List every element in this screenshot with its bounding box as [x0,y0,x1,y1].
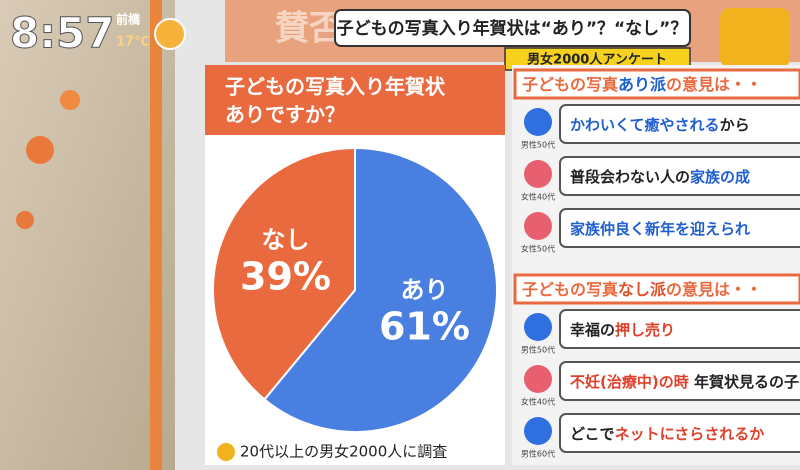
speaker-label: 女性40代 [521,192,555,202]
text-segment: 不妊(治療中)の時 [570,373,689,391]
text-segment: かわいくて癒やされる [570,116,720,134]
pie-slice [212,146,356,401]
text-segment: 家族仲良く新年を迎えられ [570,220,750,238]
headline-box [334,9,691,47]
pole [150,0,162,470]
headline: 子どもの写真入り年賀状は“あり”？“なし”？ [337,18,688,39]
avatar [524,212,552,240]
speaker-label: 女性50代 [521,244,555,254]
opinion-bubble [559,104,800,144]
text-segment: あり派 [618,75,667,94]
flower [16,211,34,229]
rich-text: 子どもの写真あり派の意見は・・ [522,75,762,94]
text-segment: 家族の成 [690,168,750,186]
logo-icon [217,443,235,461]
city: 前橋 [116,12,141,27]
studio-background [0,0,175,470]
slice-value-label: 39% [240,254,331,298]
text-segment: の意見は・・ [666,280,762,299]
pie-title: ありですか？ [225,103,345,127]
avatar [524,108,552,136]
section-header [513,273,800,305]
subheadline: 男女2000人アンケート [527,52,667,68]
section-header [513,68,800,100]
show-logo [720,8,790,68]
avatar [524,417,552,445]
text-segment: どこで [570,425,615,443]
text-segment: なし派 [618,280,667,299]
text-segment: から [720,116,750,134]
flower [26,136,54,164]
flower [60,90,80,110]
rich-text: 子どもの写真なし派の意見は・・ [522,280,762,299]
text-segment: 押し売り [615,321,675,339]
rich-text: 家族仲良く新年を迎えられ [570,220,750,238]
speaker-label: 男性50代 [521,140,555,150]
avatar [524,365,552,393]
text-segment: ネットにさらされるか [615,425,765,443]
rich-text: 普段会わない人の家族の成 [570,168,750,186]
rich-text: 不妊(治療中)の時 年賀状見るの子の [570,373,800,391]
weather-icon [154,18,186,50]
slice-value-label: 61% [379,305,470,349]
opinion-bubble [559,208,800,248]
text-segment: の意見は・・ [666,75,762,94]
text-segment: 年賀状見るの子の [689,373,800,391]
clock: 8:57 [10,9,114,58]
opinion-bubble [559,413,800,453]
speaker-label: 女性40代 [521,397,555,407]
chart-note: 20代以上の男女2000人に調査 [240,443,447,461]
pie-slice [263,146,498,433]
opinion-bubble [559,361,800,401]
speaker-label: 男性60代 [521,449,555,459]
temperature: 17℃ [116,35,150,50]
text-segment: 普段会わない人の [570,168,690,186]
avatar [524,313,552,341]
speaker-label: 男性50代 [521,345,555,355]
rich-text: かわいくて癒やされるから [570,116,750,134]
rich-text: どこでネットにさらされるか [570,425,764,443]
avatar [524,160,552,188]
slice-label: あり [400,276,448,304]
background-text: 賛否 [275,9,343,49]
opinion-bubble [559,156,800,196]
pie-title: 子どもの写真入り年賀状 [225,75,446,99]
text-segment: 子どもの写真 [522,75,618,94]
pie-header [205,65,505,135]
slice-label: なし [262,226,310,254]
opinion-bubble [559,309,800,349]
rich-text: 幸福の押し売り [570,321,675,339]
text-segment: 子どもの写真 [522,280,618,299]
text-segment: 幸福の [570,321,615,339]
